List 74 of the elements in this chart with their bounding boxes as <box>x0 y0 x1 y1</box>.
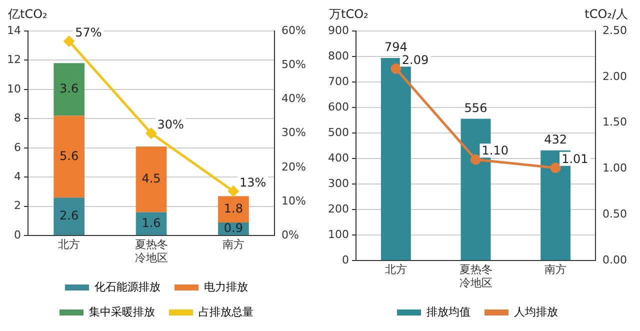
point <box>146 128 157 139</box>
data-label: 1.6 <box>142 216 161 230</box>
y-tick-label: 100 <box>328 228 349 241</box>
y2-tick-label: 0% <box>282 228 300 242</box>
y-tick-label: 4 <box>14 170 21 183</box>
y-tick-label: 2 <box>14 199 21 212</box>
x-tick-label: 南方 <box>544 263 567 276</box>
y2-tick-label: 0.50 <box>602 208 628 221</box>
y-tick-label: 8 <box>14 112 21 125</box>
y-tick-label: 0 <box>342 253 349 266</box>
bar <box>136 146 167 212</box>
legend-label: 人均排放 <box>514 305 558 318</box>
point <box>550 162 561 174</box>
y2-tick-label: 60% <box>282 24 306 37</box>
y-tick-label: 12 <box>6 53 21 66</box>
y-axis-title: 万tCO₂ <box>329 7 369 22</box>
y-tick-label: 800 <box>328 49 349 62</box>
data-label: 556 <box>464 100 488 115</box>
x-tick-label: 夏热冬冷地区 <box>134 238 168 264</box>
x-tick-label: 南方 <box>222 238 244 252</box>
data-label: 30% <box>157 117 184 132</box>
y2-tick-label: 20% <box>282 160 306 174</box>
data-label: 2.09 <box>402 52 429 67</box>
y-tick-label: 600 <box>328 100 349 114</box>
x-tick-label: 北方 <box>384 263 407 276</box>
data-label: 1.8 <box>224 201 244 216</box>
y-axis-title: 亿tCO₂ <box>7 7 48 22</box>
data-label: 0.9 <box>224 220 244 235</box>
x-tick-label: 夏热冬冷地区 <box>459 263 492 290</box>
y-tick-label: 300 <box>328 176 349 190</box>
legend-label: 化石能源排放 <box>94 280 160 294</box>
y2-tick-label: 40% <box>282 92 306 106</box>
y2-tick-label: 2.00 <box>602 70 628 83</box>
data-label: 1.01 <box>562 152 588 166</box>
data-label: 432 <box>544 132 568 147</box>
y-tick-label: 0 <box>14 228 21 242</box>
bar <box>54 63 84 116</box>
bar <box>54 198 84 236</box>
y2-tick-label: 30% <box>282 126 306 140</box>
point <box>228 186 239 197</box>
y-tick-label: 400 <box>328 151 349 164</box>
data-label: 794 <box>384 40 408 54</box>
y2-tick-label: 1.00 <box>602 162 628 175</box>
y2-tick-label: 1.50 <box>602 116 628 129</box>
y2-tick-label: 10% <box>282 194 306 208</box>
point <box>64 36 74 46</box>
y-tick-label: 6 <box>14 140 21 154</box>
y-tick-label: 14 <box>6 24 21 37</box>
data-label: 4.5 <box>142 171 161 186</box>
y2-axis-title: tCO₂/人 <box>584 7 628 22</box>
data-label: 3.6 <box>60 82 79 96</box>
y-tick-label: 900 <box>328 24 349 37</box>
bar <box>54 116 84 198</box>
y-tick-label: 200 <box>328 202 349 216</box>
legend-label: 集中采暖排放 <box>89 305 155 318</box>
y2-tick-label: 50% <box>282 58 306 71</box>
y2-tick-label: 0.00 <box>602 253 628 266</box>
bar <box>218 196 249 222</box>
data-label: 1.10 <box>482 144 508 158</box>
data-label: 5.6 <box>60 148 79 163</box>
legend-label: 电力排放 <box>204 280 248 294</box>
data-label: 2.6 <box>60 208 79 222</box>
point <box>470 154 481 165</box>
data-label: 13% <box>239 175 266 190</box>
y-tick-label: 10 <box>6 82 21 96</box>
legend-label: 占排放总量 <box>198 305 254 318</box>
bar <box>136 212 167 236</box>
point <box>390 63 402 74</box>
data-label: 57% <box>75 25 102 40</box>
y-tick-label: 500 <box>328 126 349 139</box>
y-tick-label: 700 <box>328 74 349 88</box>
legend-label: 排放均值 <box>426 305 470 318</box>
x-tick-label: 北方 <box>58 238 80 252</box>
y2-tick-label: 2.50 <box>602 24 628 37</box>
